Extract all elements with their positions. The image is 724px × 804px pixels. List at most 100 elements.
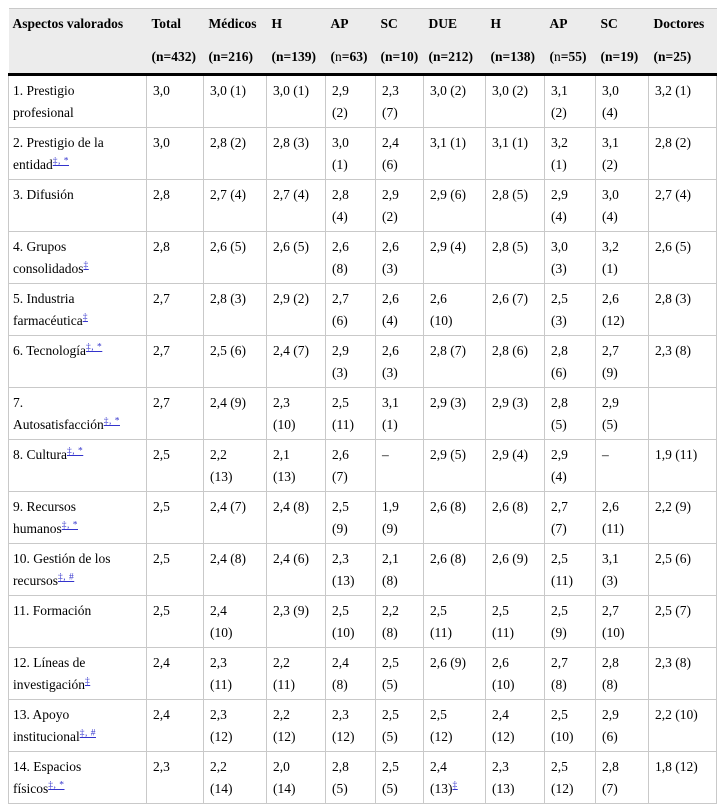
cell-value: 2,8 (2) — [655, 135, 691, 150]
value-cell: 2,6 (5) — [203, 231, 267, 284]
value-cell: 2,8 (3) — [203, 283, 267, 336]
table-row-6: 6. Tecnología‡, * 2,7 2,5 (6) 2,4 (7) 2,9 (3… — [8, 335, 717, 388]
footnote-link[interactable]: ‡, * — [48, 780, 65, 791]
value-cell: 2,3 (13) — [325, 543, 376, 596]
table-row-2: 2. Prestigio de la entidad‡, * 3,0 2,8 (2)… — [8, 127, 717, 180]
cell-value: 2,5 (9) — [551, 603, 568, 640]
value-cell: 2,8 (8) — [595, 647, 649, 700]
column-n-label: (n=19) — [600, 49, 639, 64]
cell-value: 2,4 (12) — [492, 707, 515, 744]
cell-value: 3,0 — [153, 135, 170, 150]
cell-value: 2,3 (7) — [382, 83, 399, 120]
cell-value: 2,8 (4) — [332, 187, 349, 224]
cell-value: 2,5 (6) — [655, 551, 691, 566]
cell-value: 3,0 (3) — [551, 239, 568, 276]
column-header-0: Aspectos valorados — [8, 8, 147, 76]
table-row-1: 1. Prestigio profesional 3,0 3,0 (1) 3,0 (1… — [8, 74, 717, 128]
cell-value: 2,1 (8) — [382, 551, 399, 588]
value-cell: 2,8 (3) — [266, 127, 326, 180]
cell-value: 2,5 (6) — [210, 343, 246, 358]
cell-value: 2,5 — [153, 499, 170, 514]
cell-value: 2,4 (6) — [273, 551, 309, 566]
value-cell: 1,9 (11) — [648, 439, 717, 492]
footnote-link[interactable]: ‡, # — [79, 728, 96, 739]
value-cell: – — [595, 439, 649, 492]
cell-value: 2,2 (12) — [273, 707, 296, 744]
row-label-cell: 10. Gestión de los recursos‡, # — [8, 543, 147, 596]
footnote-marker: ‡, # — [58, 573, 74, 583]
cell-value: 2,1 (13) — [273, 447, 296, 484]
value-cell: 2,8 (7) — [595, 751, 649, 804]
value-cell: 2,8 (5) — [544, 387, 596, 440]
cell-value: 2,9 (2) — [273, 291, 309, 306]
footnote-link[interactable]: ‡ — [83, 260, 89, 271]
value-cell: 2,3 (12) — [325, 699, 376, 752]
value-cell: 2,9 (3) — [423, 387, 486, 440]
value-cell: 2,6 (10) — [485, 647, 545, 700]
cell-value: 3,0 (1) — [332, 135, 349, 172]
cell-value: 1,9 (9) — [382, 499, 399, 536]
cell-value: 2,5 (11) — [332, 395, 354, 432]
cell-value: 2,4 (13) — [430, 759, 453, 796]
value-cell: 2,4 (12) — [485, 699, 545, 752]
value-cell: 2,6 (10) — [423, 283, 486, 336]
cell-value: 1,9 (11) — [655, 447, 698, 462]
value-cell: 3,1 (1) — [485, 127, 545, 180]
column-n-label: (n=10) — [380, 49, 419, 64]
cell-value: 2,9 (3) — [492, 395, 528, 410]
footnote-link[interactable]: ‡, * — [86, 342, 103, 353]
value-cell: 2,6 (11) — [595, 491, 649, 544]
value-cell: 2,3 (8) — [648, 647, 717, 700]
footnote-link[interactable]: ‡, * — [67, 446, 84, 457]
cell-value: 2,7 (4) — [273, 187, 309, 202]
value-cell: 3,1 (3) — [595, 543, 649, 596]
value-cell: 2,7 — [146, 335, 204, 388]
cell-value: 3,0 (2) — [492, 83, 528, 98]
footnote-link[interactable]: ‡, * — [61, 520, 78, 531]
footnote-marker: ‡, * — [62, 521, 78, 531]
table-row-8: 8. Cultura‡, * 2,5 2,2 (13) 2,1 (13) 2,6 (7)… — [8, 439, 717, 492]
value-cell: 2,4 (10) — [203, 595, 267, 648]
value-cell: 2,7 (10) — [595, 595, 649, 648]
table-row-9: 9. Recursos humanos‡, * 2,5 2,4 (7) 2,4 (8)… — [8, 491, 717, 544]
column-label: AP — [330, 16, 349, 31]
value-cell: 2,2 (12) — [266, 699, 326, 752]
footnote-link[interactable]: ‡ — [84, 676, 91, 687]
footnote-link[interactable]: ‡, * — [103, 416, 120, 427]
cell-value: 2,8 (5) — [551, 395, 568, 432]
cell-value: 2,3 (11) — [210, 655, 232, 692]
cell-value: 2,4 (8) — [332, 655, 349, 692]
cell-value: 3,0 (4) — [602, 83, 619, 120]
footnote-link[interactable]: ‡ — [452, 780, 458, 791]
table-row-10: 10. Gestión de los recursos‡, # 2,5 2,4 (8… — [8, 543, 717, 596]
value-cell: 2,5 (12) — [423, 699, 486, 752]
cell-value: 2,8 (6) — [492, 343, 528, 358]
cell-value: 2,8 (5) — [492, 239, 528, 254]
footnote-link[interactable]: ‡ — [82, 312, 88, 323]
n-char: n — [335, 49, 342, 64]
value-cell: 3,2 (1) — [648, 74, 717, 128]
value-cell: 2,7 (4) — [203, 179, 267, 232]
table-header: Aspectos valorados Total (n=432) Médicos (n=… — [8, 8, 717, 76]
cell-value: 2,5 (12) — [430, 707, 453, 744]
column-header-8: AP (n=55) — [544, 8, 596, 76]
cell-value: 2,4 — [153, 655, 170, 670]
cell-value: 2,6 (11) — [602, 499, 624, 536]
cell-value: 2,7 (4) — [210, 187, 246, 202]
value-cell: 2,6 (9) — [423, 647, 486, 700]
footnote-link[interactable]: ‡, # — [57, 572, 75, 583]
value-cell: 2,5 (6) — [648, 543, 717, 596]
cell-value: 2,8 (6) — [551, 343, 568, 380]
value-cell: 3,0 (1) — [266, 74, 326, 128]
value-cell: 2,5 (10) — [544, 699, 596, 752]
footnote-link[interactable]: ‡, * — [52, 156, 69, 167]
value-cell: 2,4 (7) — [266, 335, 326, 388]
value-cell: 2,8 (5) — [325, 751, 376, 804]
footnote-marker: ‡ — [83, 313, 88, 323]
value-cell: 2,5 (5) — [375, 647, 424, 700]
value-cell: 2,5 (9) — [325, 491, 376, 544]
valuation-table: Aspectos valorados Total (n=432) Médicos (n=… — [8, 8, 717, 804]
value-cell: 2,4 — [146, 699, 204, 752]
value-cell: 2,4 (13)‡ — [423, 751, 486, 804]
value-cell: 2,8 — [146, 179, 204, 232]
